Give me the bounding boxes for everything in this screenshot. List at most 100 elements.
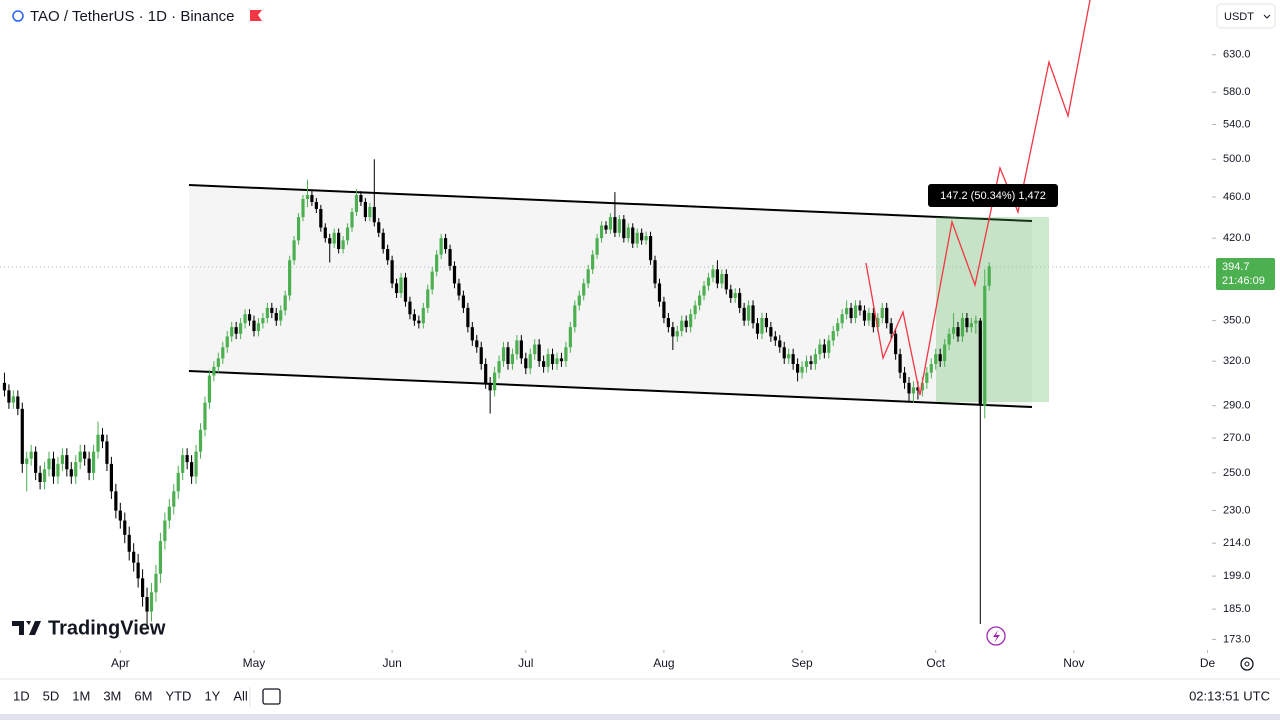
- candle-body: [876, 318, 880, 328]
- candle-body: [974, 320, 978, 324]
- candle-body: [212, 366, 216, 376]
- candle-body: [314, 201, 318, 209]
- candle-body: [337, 232, 341, 250]
- candle-body: [16, 396, 20, 409]
- candle-body: [194, 451, 198, 477]
- countdown: 21:46:09: [1222, 275, 1265, 287]
- x-tick-label: May: [243, 656, 266, 670]
- candle-body: [657, 283, 662, 302]
- x-tick-label: Aug: [653, 656, 674, 670]
- candle-body: [533, 344, 537, 355]
- candle-body: [288, 260, 292, 296]
- candle-body: [225, 336, 229, 348]
- candle-body: [528, 354, 532, 369]
- candle-body: [305, 195, 310, 199]
- candle-body: [123, 520, 127, 535]
- candle-body: [256, 323, 261, 332]
- candle-body: [800, 366, 804, 373]
- candle-body: [91, 451, 96, 473]
- measure-box: [936, 217, 1049, 402]
- candle-body: [764, 318, 769, 328]
- timeframe-button[interactable]: 1Y: [204, 688, 220, 703]
- timeframe-button[interactable]: All: [233, 688, 248, 703]
- candle-body: [813, 354, 818, 365]
- candle-body: [822, 344, 826, 353]
- candle-body: [506, 347, 510, 365]
- y-tick-label: 185.0: [1223, 603, 1251, 615]
- candle-body: [898, 354, 902, 373]
- timeframe-button[interactable]: 6M: [134, 688, 152, 703]
- candle-body: [849, 307, 853, 319]
- candle-body: [635, 232, 639, 244]
- candle-body: [791, 354, 795, 365]
- candle-body: [965, 318, 969, 328]
- candle-body: [470, 327, 474, 341]
- candle-body: [176, 472, 180, 492]
- candle-body: [573, 305, 577, 328]
- y-tick-label: 350.0: [1223, 315, 1251, 327]
- candle-body: [880, 307, 884, 319]
- candle-body: [457, 283, 461, 296]
- x-tick-label: Jun: [382, 656, 401, 670]
- candle-body: [292, 240, 296, 261]
- clock[interactable]: 02:13:51 UTC: [1189, 688, 1270, 703]
- candle-body: [867, 312, 871, 321]
- y-tick-label: 250.0: [1223, 467, 1251, 479]
- candle-body: [417, 320, 421, 324]
- x-tick-label: Sep: [791, 656, 813, 670]
- candle-body: [270, 307, 274, 313]
- candle-body: [341, 240, 345, 250]
- candle-body: [773, 336, 777, 341]
- event-bolt: [993, 630, 1000, 643]
- candle-body: [87, 458, 91, 473]
- candle-body: [613, 217, 617, 233]
- candle-body: [938, 354, 942, 362]
- candle-body: [858, 305, 862, 311]
- candle-body: [782, 347, 786, 359]
- dropdown-arrow: [1263, 14, 1271, 19]
- candle-body: [501, 347, 506, 362]
- candle-body: [354, 195, 359, 212]
- candle-body: [100, 434, 105, 442]
- timeframe-button[interactable]: 1M: [72, 688, 90, 703]
- candle-body: [78, 451, 82, 463]
- candle-body: [715, 269, 719, 284]
- flag-icon[interactable]: [250, 10, 262, 21]
- timeframe-button[interactable]: YTD: [165, 688, 191, 703]
- y-tick-label: 270.0: [1223, 432, 1251, 444]
- candle-body: [132, 551, 136, 563]
- candle-body: [960, 318, 965, 337]
- candle-body: [7, 390, 11, 403]
- last-price: 394.7: [1222, 261, 1250, 273]
- symbol-title[interactable]: TAO / TetherUS · 1D · Binance: [30, 8, 235, 25]
- candle-body: [74, 462, 78, 477]
- candle-body: [827, 340, 831, 353]
- candle-body: [840, 314, 844, 324]
- candle-body: [809, 361, 813, 365]
- candle-body: [475, 340, 479, 348]
- candle-body: [443, 238, 448, 250]
- event-icon[interactable]: [986, 626, 1006, 646]
- currency-select[interactable]: [1216, 3, 1276, 29]
- settings-icon[interactable]: [1240, 657, 1254, 671]
- candle-body: [296, 217, 301, 241]
- x-tick-label: Nov: [1063, 656, 1084, 670]
- candle-body: [778, 340, 782, 348]
- candle-body: [381, 232, 385, 250]
- candle-body: [591, 254, 595, 270]
- candle-body: [911, 387, 916, 394]
- candle-body: [140, 578, 145, 598]
- candle-body: [493, 372, 497, 391]
- candle-body: [626, 227, 630, 239]
- date-range-icon[interactable]: [262, 688, 281, 705]
- candle-body: [216, 358, 220, 367]
- candle-body: [885, 307, 889, 324]
- candle-body: [345, 227, 350, 241]
- candle-body: [181, 455, 185, 473]
- candle-body: [158, 541, 163, 574]
- candle-body: [386, 249, 390, 261]
- timeframe-button[interactable]: 1D: [13, 688, 30, 703]
- timeframe-button[interactable]: 3M: [103, 688, 121, 703]
- timeframe-button[interactable]: 5D: [43, 688, 60, 703]
- candle-body: [983, 285, 987, 406]
